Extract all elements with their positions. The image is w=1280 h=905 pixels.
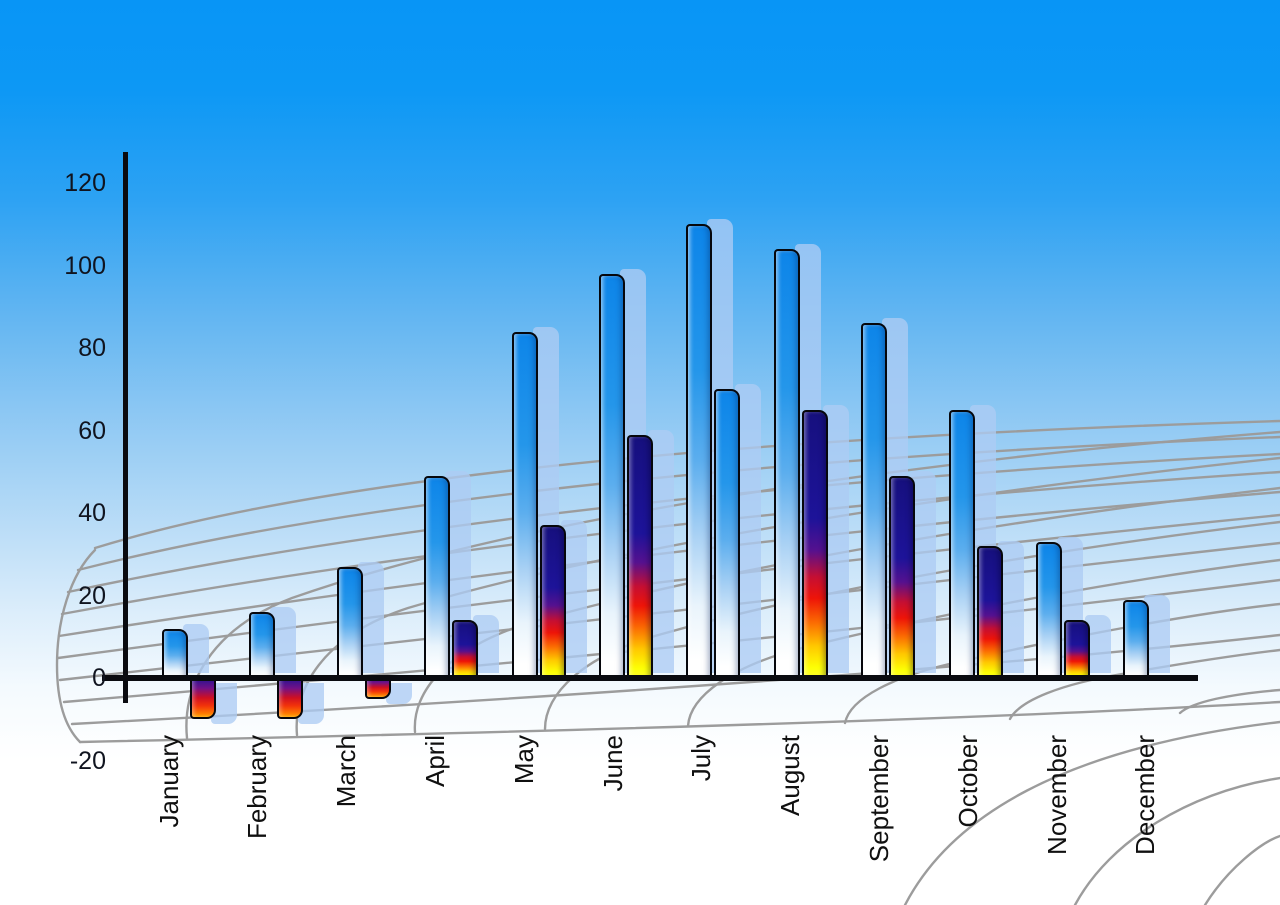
bar-june-primary — [599, 273, 625, 678]
month-label: August — [775, 735, 806, 816]
bar-february-primary — [249, 612, 276, 678]
month-label: June — [597, 735, 628, 792]
bar-may-primary — [511, 331, 538, 678]
bar-july-secondary — [714, 389, 741, 678]
month-label: May — [508, 735, 539, 785]
bar-may-secondary — [539, 525, 566, 678]
bar-november-secondary — [1064, 620, 1090, 678]
bar-november-primary — [1036, 541, 1062, 678]
bar-february-secondary — [277, 677, 304, 720]
y-tick-label: 20 — [78, 581, 106, 610]
y-tick-label: 0 — [92, 664, 106, 692]
bar-january-primary — [162, 628, 188, 678]
bar-october-primary — [948, 409, 975, 678]
bar-march-secondary-shadow — [385, 683, 412, 704]
month-label: November — [1041, 735, 1072, 855]
y-tick-label: 120 — [64, 169, 106, 197]
bar-june-secondary — [627, 434, 653, 678]
y-tick-label: 60 — [78, 416, 106, 445]
bar-december-primary — [1123, 599, 1150, 678]
bar-august-secondary — [801, 409, 828, 678]
bar-september-secondary — [889, 475, 916, 678]
bar-september-primary — [861, 323, 888, 678]
y-tick-label: 80 — [78, 334, 106, 362]
month-label: October — [952, 735, 983, 828]
month-label: January — [153, 735, 184, 828]
y-tick-label: 40 — [78, 499, 106, 527]
x-axis-baseline — [102, 675, 1198, 681]
month-label: April — [419, 735, 450, 788]
y-tick-label: 100 — [64, 251, 106, 280]
bar-march-primary — [336, 566, 363, 678]
month-label: March — [331, 735, 362, 808]
month-label: September — [863, 735, 894, 863]
bar-april-primary — [424, 475, 451, 678]
bar-march-secondary — [364, 677, 391, 699]
bar-april-secondary — [452, 620, 479, 678]
bar-july-primary — [686, 224, 713, 678]
month-label: December — [1130, 735, 1161, 855]
month-label: July — [686, 735, 717, 782]
bar-january-secondary — [190, 677, 216, 720]
month-label: February — [242, 735, 273, 840]
y-tick-label: -20 — [69, 746, 106, 775]
bar-october-secondary — [976, 546, 1003, 678]
bar-august-primary — [773, 249, 800, 678]
y-axis-line — [123, 152, 128, 703]
